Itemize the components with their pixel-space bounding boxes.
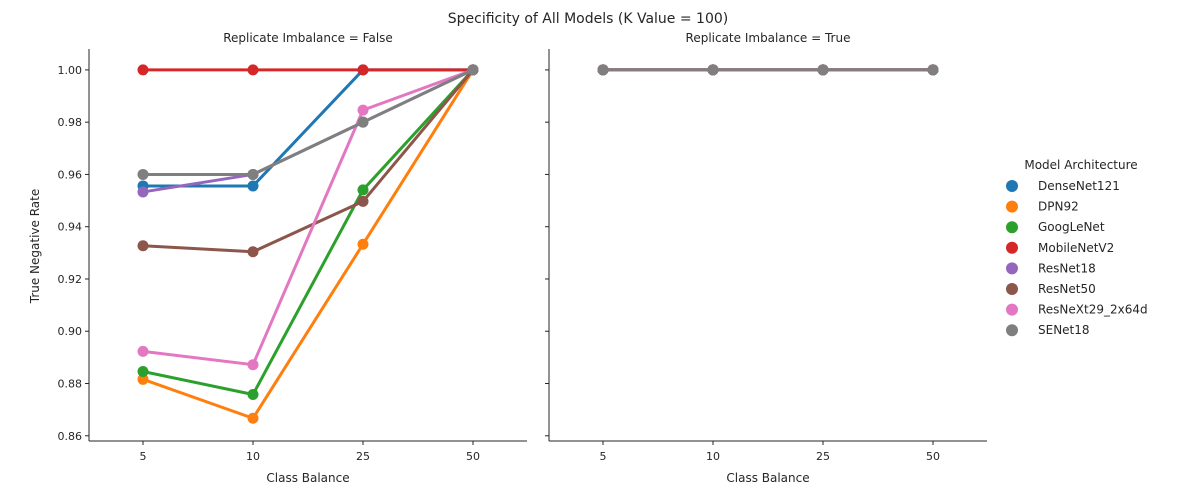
data-point-resnet18: [137, 186, 149, 198]
data-point-resnext29-2x64d: [137, 345, 149, 357]
x-tick-label: 5: [140, 450, 147, 463]
x-tick-label: 5: [600, 450, 607, 463]
data-point-senet18: [817, 64, 829, 76]
y-tick-label: 0.86: [58, 430, 83, 443]
panel-title: Replicate Imbalance = True: [686, 31, 851, 45]
series-group: [597, 64, 939, 76]
data-point-senet18: [707, 64, 719, 76]
series-group: [137, 64, 479, 424]
x-ticks: 5 10 25 50: [600, 441, 940, 463]
legend-marker: [1006, 262, 1018, 275]
data-point-googlenet: [137, 365, 149, 377]
data-point-mobilenetv2: [247, 64, 259, 76]
data-point-mobilenetv2: [137, 64, 149, 76]
y-tick-label: 0.88: [58, 378, 83, 391]
data-point-dpn92: [137, 373, 149, 385]
legend-marker: [1006, 324, 1018, 337]
legend-label: MobileNetV2: [1038, 241, 1114, 255]
data-point-resnext29-2x64d: [357, 104, 369, 116]
x-tick-label: 25: [356, 450, 370, 463]
x-axis-label: Class Balance: [266, 471, 349, 485]
series-line-googlenet: [141, 68, 475, 396]
x-tick-label: 10: [706, 450, 720, 463]
data-point-googlenet: [357, 184, 369, 196]
legend: Model Architecture DenseNet121 DPN92 GoogL…: [1006, 158, 1148, 337]
axes-spines: [88, 49, 527, 442]
y-tick-label: 0.90: [58, 325, 83, 338]
legend-marker: [1006, 241, 1018, 254]
data-point-senet18: [357, 116, 369, 128]
series-line-senet18: [141, 68, 475, 176]
legend-marker: [1006, 200, 1018, 213]
x-tick-label: 10: [246, 450, 260, 463]
legend-label: GoogLeNet: [1038, 220, 1105, 234]
series-line-resnet50: [141, 68, 475, 254]
data-point-dpn92: [247, 412, 259, 424]
series-line-resnext29-2x64d: [141, 68, 475, 367]
y-tick-label: 1.00: [58, 64, 83, 77]
data-point-densenet121: [247, 180, 259, 192]
panel-replicate-imbalance-false: Replicate Imbalance = False Class Balanc…: [58, 31, 527, 485]
x-axis-label: Class Balance: [726, 471, 809, 485]
data-point-resnet50: [247, 246, 259, 258]
legend-label: ResNeXt29_2x64d: [1038, 303, 1148, 317]
y-tick-label: 0.96: [58, 168, 83, 181]
panel-title: Replicate Imbalance = False: [223, 31, 393, 45]
data-point-senet18: [927, 64, 939, 76]
data-point-resnet50: [137, 240, 149, 252]
legend-marker: [1006, 221, 1018, 234]
x-tick-label: 50: [466, 450, 480, 463]
legend-marker: [1006, 180, 1018, 192]
y-axis-label: True Negative Rate: [28, 189, 42, 305]
y-ticks: 0.86 0.88 0.90 0.92 0.94 0.96 0.98 1.00: [58, 64, 89, 443]
legend-title: Model Architecture: [1024, 158, 1137, 172]
y-ticks: [545, 69, 549, 437]
x-tick-label: 25: [816, 450, 830, 463]
data-point-mobilenetv2: [357, 64, 369, 76]
data-point-senet18: [137, 168, 149, 180]
legend-items: DenseNet121 DPN92 GoogLeNet MobileNetV2 ResN…: [1006, 179, 1148, 337]
x-ticks: 5 10 25 50: [140, 441, 480, 463]
legend-label: SENet18: [1038, 323, 1090, 337]
legend-label: DPN92: [1038, 200, 1079, 214]
data-point-googlenet: [247, 388, 259, 400]
x-tick-label: 50: [926, 450, 940, 463]
y-tick-label: 0.98: [58, 116, 83, 129]
data-point-dpn92: [357, 238, 369, 250]
legend-marker: [1006, 303, 1018, 316]
legend-label: DenseNet121: [1038, 179, 1120, 193]
figure-title: Specificity of All Models (K Value = 100…: [448, 11, 729, 27]
data-point-resnet50: [357, 195, 369, 207]
data-point-resnext29-2x64d: [247, 359, 259, 371]
data-point-senet18: [467, 64, 479, 76]
y-tick-label: 0.92: [58, 273, 83, 286]
axes-spines: [548, 49, 987, 442]
data-point-senet18: [597, 64, 609, 76]
series-line-dpn92: [141, 68, 475, 420]
legend-label: ResNet50: [1038, 282, 1096, 296]
panel-replicate-imbalance-true: Replicate Imbalance = True Class Balance…: [545, 31, 987, 485]
y-tick-label: 0.94: [58, 221, 83, 234]
data-point-senet18: [247, 168, 259, 180]
legend-marker: [1006, 283, 1018, 295]
legend-label: ResNet18: [1038, 261, 1096, 275]
